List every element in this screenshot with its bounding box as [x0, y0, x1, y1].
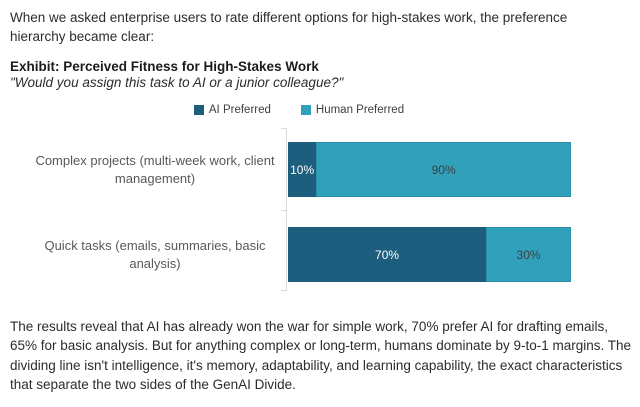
category-label: Quick tasks (emails, summaries, basic an… — [44, 238, 266, 271]
bar-segment-human-preferred: 30% — [486, 227, 571, 283]
chart-legend: AI Preferred Human Preferred — [0, 104, 610, 116]
bar-row-complex-projects: Complex projects (multi-week work, clien… — [10, 142, 632, 198]
axis-tick — [281, 128, 287, 130]
bar-segment-ai-preferred: 10% — [288, 142, 317, 198]
category-label: Complex projects (multi-week work, clien… — [35, 153, 275, 186]
category-label-cell: Complex projects (multi-week work, clien… — [10, 152, 286, 187]
bar-track: 10% 90% — [288, 142, 571, 198]
axis-tick — [281, 290, 287, 292]
legend-swatch-human-icon — [300, 105, 311, 116]
bar-segment-ai-preferred: 70% — [288, 227, 487, 283]
legend-label-human: Human Preferred — [315, 104, 405, 117]
stacked-bar-chart: Complex projects (multi-week work, clien… — [10, 128, 632, 292]
legend-swatch-ai-icon — [193, 105, 204, 116]
legend-item-human-preferred: Human Preferred — [300, 104, 405, 117]
legend-item-ai-preferred: AI Preferred — [193, 104, 271, 117]
exhibit-subtitle: "Would you assign this task to AI or a j… — [10, 75, 344, 91]
exhibit-title: Exhibit: Perceived Fitness for High-Stak… — [10, 59, 319, 75]
bar-segment-human-preferred: 90% — [316, 142, 571, 198]
legend-label-ai: AI Preferred — [208, 104, 271, 117]
category-label-cell: Quick tasks (emails, summaries, basic an… — [10, 237, 286, 272]
bar-row-quick-tasks: Quick tasks (emails, summaries, basic an… — [10, 227, 632, 283]
axis-tick — [281, 209, 287, 211]
bar-track: 70% 30% — [288, 227, 571, 283]
intro-paragraph: When we asked enterprise users to rate d… — [10, 10, 568, 45]
conclusion-paragraph: The results reveal that AI has already w… — [10, 319, 632, 392]
